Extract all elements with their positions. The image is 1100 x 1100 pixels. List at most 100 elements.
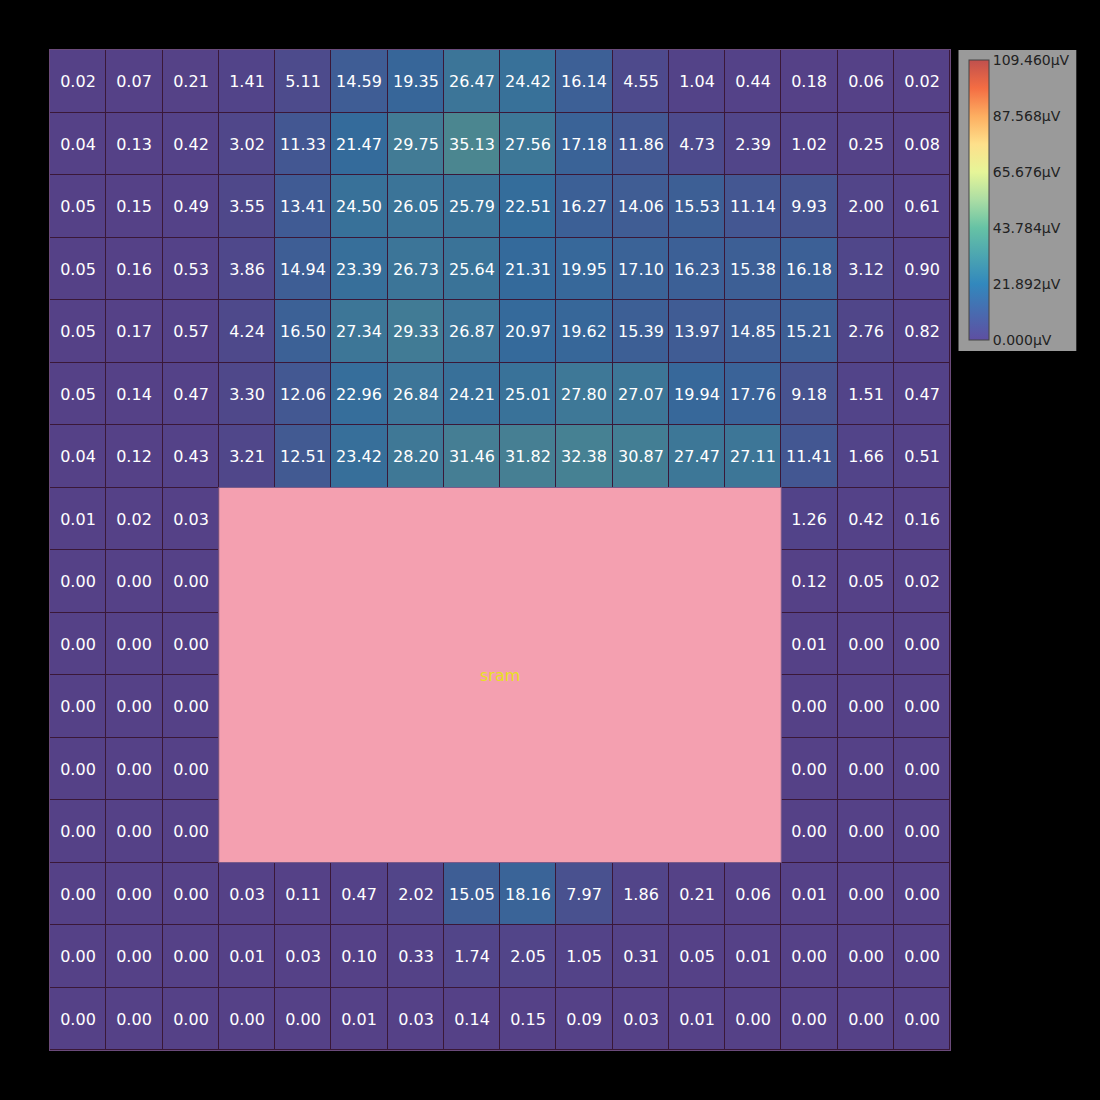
svg-text:0.04: 0.04	[60, 447, 96, 466]
svg-text:2.39: 2.39	[735, 135, 771, 154]
svg-text:26.73: 26.73	[393, 260, 439, 279]
svg-text:0.06: 0.06	[735, 885, 771, 904]
svg-text:0.42: 0.42	[173, 135, 209, 154]
svg-text:3.02: 3.02	[229, 135, 265, 154]
svg-text:0.00: 0.00	[904, 822, 940, 841]
svg-text:25.64: 25.64	[449, 260, 495, 279]
svg-text:16.14: 16.14	[561, 72, 607, 91]
svg-text:0.10: 0.10	[341, 947, 377, 966]
svg-text:0.04: 0.04	[60, 135, 96, 154]
svg-text:0.90: 0.90	[904, 260, 940, 279]
svg-text:16.27: 16.27	[561, 197, 607, 216]
svg-text:0.12: 0.12	[116, 447, 152, 466]
svg-text:0.00: 0.00	[116, 1010, 152, 1029]
svg-text:12.06: 12.06	[280, 385, 326, 404]
svg-text:0.31: 0.31	[623, 947, 659, 966]
svg-text:0.02: 0.02	[904, 572, 940, 591]
svg-text:3.55: 3.55	[229, 197, 265, 216]
svg-text:0.00: 0.00	[173, 697, 209, 716]
svg-text:0.17: 0.17	[116, 322, 152, 341]
svg-text:11.33: 11.33	[280, 135, 326, 154]
svg-text:19.62: 19.62	[561, 322, 607, 341]
svg-text:4.24: 4.24	[229, 322, 265, 341]
svg-text:15.53: 15.53	[674, 197, 720, 216]
svg-text:0.00: 0.00	[116, 885, 152, 904]
svg-text:0.05: 0.05	[60, 260, 96, 279]
svg-text:19.94: 19.94	[674, 385, 720, 404]
svg-text:0.47: 0.47	[904, 385, 940, 404]
svg-text:0.00: 0.00	[173, 635, 209, 654]
svg-text:1.86: 1.86	[623, 885, 659, 904]
svg-text:0.05: 0.05	[60, 322, 96, 341]
svg-text:25.01: 25.01	[505, 385, 551, 404]
svg-text:0.47: 0.47	[173, 385, 209, 404]
svg-text:16.18: 16.18	[786, 260, 832, 279]
svg-text:31.46: 31.46	[449, 447, 495, 466]
svg-text:0.06: 0.06	[848, 72, 884, 91]
svg-text:0.00: 0.00	[848, 947, 884, 966]
svg-text:0.05: 0.05	[60, 385, 96, 404]
svg-text:23.39: 23.39	[336, 260, 382, 279]
svg-text:0.03: 0.03	[229, 885, 265, 904]
svg-text:0.01: 0.01	[791, 635, 827, 654]
svg-text:26.84: 26.84	[393, 385, 439, 404]
svg-text:0.00: 0.00	[791, 1010, 827, 1029]
svg-text:0.00: 0.00	[173, 947, 209, 966]
svg-text:29.75: 29.75	[393, 135, 439, 154]
svg-text:0.15: 0.15	[116, 197, 152, 216]
svg-text:0.13: 0.13	[116, 135, 152, 154]
svg-text:1.66: 1.66	[848, 447, 884, 466]
svg-text:1.41: 1.41	[229, 72, 265, 91]
svg-text:4.73: 4.73	[679, 135, 715, 154]
svg-text:0.00: 0.00	[173, 1010, 209, 1029]
svg-text:109.460µV: 109.460µV	[993, 52, 1070, 68]
svg-text:0.00: 0.00	[116, 760, 152, 779]
svg-text:sram: sram	[480, 666, 520, 685]
svg-text:30.87: 30.87	[618, 447, 664, 466]
svg-text:0.01: 0.01	[679, 1010, 715, 1029]
svg-text:19.35: 19.35	[393, 72, 439, 91]
svg-text:0.00: 0.00	[904, 760, 940, 779]
svg-text:2.76: 2.76	[848, 322, 884, 341]
svg-text:0.00: 0.00	[60, 760, 96, 779]
svg-text:0.00: 0.00	[848, 697, 884, 716]
svg-text:0.07: 0.07	[116, 72, 152, 91]
svg-text:0.00: 0.00	[848, 635, 884, 654]
svg-text:24.21: 24.21	[449, 385, 495, 404]
svg-text:0.00: 0.00	[848, 1010, 884, 1029]
svg-text:0.00: 0.00	[173, 885, 209, 904]
svg-text:0.000µV: 0.000µV	[993, 332, 1052, 348]
svg-text:0.53: 0.53	[173, 260, 209, 279]
svg-text:0.42: 0.42	[848, 510, 884, 529]
svg-text:23.42: 23.42	[336, 447, 382, 466]
svg-text:15.38: 15.38	[730, 260, 776, 279]
svg-text:0.12: 0.12	[791, 572, 827, 591]
svg-text:21.892µV: 21.892µV	[993, 276, 1061, 292]
svg-text:3.12: 3.12	[848, 260, 884, 279]
svg-text:0.61: 0.61	[904, 197, 940, 216]
svg-text:0.00: 0.00	[60, 1010, 96, 1029]
svg-text:0.00: 0.00	[904, 885, 940, 904]
svg-text:0.00: 0.00	[791, 697, 827, 716]
svg-text:18.16: 18.16	[505, 885, 551, 904]
svg-text:27.07: 27.07	[618, 385, 664, 404]
svg-text:0.47: 0.47	[341, 885, 377, 904]
svg-text:25.79: 25.79	[449, 197, 495, 216]
svg-text:0.00: 0.00	[116, 822, 152, 841]
svg-text:0.03: 0.03	[623, 1010, 659, 1029]
svg-text:9.18: 9.18	[791, 385, 827, 404]
svg-text:26.05: 26.05	[393, 197, 439, 216]
svg-text:0.02: 0.02	[60, 72, 96, 91]
svg-text:0.16: 0.16	[116, 260, 152, 279]
svg-text:2.02: 2.02	[398, 885, 434, 904]
svg-text:26.87: 26.87	[449, 322, 495, 341]
svg-text:0.15: 0.15	[510, 1010, 546, 1029]
svg-text:9.93: 9.93	[791, 197, 827, 216]
svg-text:0.00: 0.00	[173, 572, 209, 591]
svg-text:28.20: 28.20	[393, 447, 439, 466]
svg-text:26.47: 26.47	[449, 72, 495, 91]
svg-text:1.04: 1.04	[679, 72, 715, 91]
svg-text:0.01: 0.01	[735, 947, 771, 966]
svg-text:17.10: 17.10	[618, 260, 664, 279]
svg-text:14.06: 14.06	[618, 197, 664, 216]
